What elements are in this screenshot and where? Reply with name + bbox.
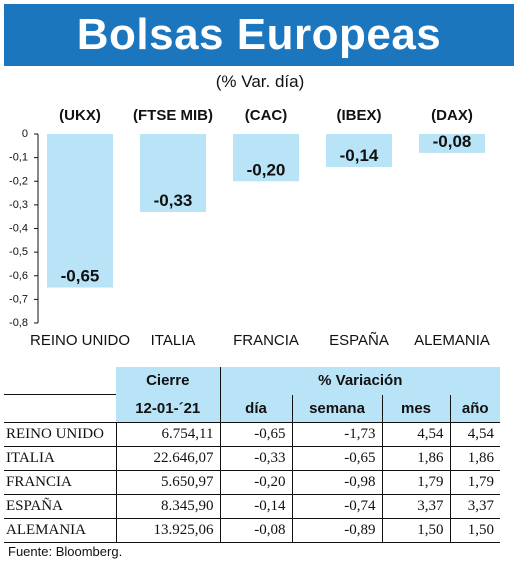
chart-subtitle: (% Var. día) — [215, 72, 305, 91]
source-note: Fuente: Bloomberg. — [8, 544, 123, 559]
bar-chart: 0 -0,1 -0,2 -0,3 -0,4 -0,5 -0,6 -0,7 -0,8 (UKX) (F… — [9, 107, 490, 349]
table-sub-header-row: 12-01-´21 día semana mes año — [4, 394, 501, 423]
header-dia: día — [219, 394, 292, 423]
row-anio: 1,86 — [449, 446, 501, 471]
row-anio: 1,79 — [449, 470, 501, 495]
index-label: (FTSE MIB) — [133, 107, 213, 124]
table-group-header-row: Cierre % Variación — [4, 367, 501, 395]
index-label: (UKX) — [59, 107, 101, 124]
y-tick-label: -0,7 — [9, 293, 28, 305]
row-anio: 3,37 — [449, 494, 501, 519]
header-blank-2 — [4, 394, 116, 423]
table-row: ITALIA 22.646,07 -0,33 -0,65 1,86 1,86 — [4, 446, 501, 471]
y-tick-label: -0,5 — [9, 246, 28, 258]
y-tick-label: -0,4 — [9, 223, 28, 235]
row-anio: 4,54 — [449, 422, 501, 447]
row-dia: -0,65 — [219, 422, 292, 447]
row-mes: 3,37 — [381, 494, 450, 519]
y-tick-label: -0,1 — [9, 152, 28, 164]
header-cierre: Cierre — [116, 367, 220, 395]
chart-title: Bolsas Europeas — [76, 10, 442, 59]
table-row: ESPAÑA 8.345,90 -0,14 -0,74 3,37 3,37 — [4, 494, 501, 519]
row-mes: 1,50 — [381, 518, 450, 543]
header-variacion: % Variación — [219, 367, 501, 395]
title-banner: Bolsas Europeas — [4, 4, 514, 66]
index-label: (DAX) — [431, 107, 473, 124]
row-name: FRANCIA — [4, 470, 116, 495]
bar — [326, 134, 392, 168]
row-mes: 4,54 — [381, 422, 450, 447]
header-semana: semana — [291, 394, 382, 423]
row-semana: -0,98 — [291, 470, 382, 495]
row-cierre: 5.650,97 — [115, 470, 220, 495]
row-name: ITALIA — [4, 446, 116, 471]
row-dia: -0,14 — [219, 494, 292, 519]
category-label: FRANCIA — [233, 332, 299, 349]
data-label: -0,65 — [61, 267, 100, 286]
row-cierre: 8.345,90 — [115, 494, 220, 519]
data-table: Cierre % Variación 12-01-´21 día semana … — [4, 367, 501, 543]
row-cierre: 22.646,07 — [115, 446, 220, 471]
data-label: -0,14 — [340, 146, 379, 165]
header-date: 12-01-´21 — [116, 394, 220, 423]
index-label: (IBEX) — [337, 107, 382, 124]
row-name: ALEMANIA — [4, 518, 116, 543]
market-table: Cierre % Variación 12-01-´21 día semana … — [4, 367, 501, 543]
category-label: ITALIA — [151, 332, 196, 349]
row-mes: 1,79 — [381, 470, 450, 495]
y-tick-label: 0 — [22, 128, 28, 140]
row-dia: -0,33 — [219, 446, 292, 471]
bar — [47, 134, 113, 288]
data-label: -0,33 — [154, 191, 193, 210]
row-name: REINO UNIDO — [4, 422, 116, 447]
header-blank — [4, 367, 116, 395]
bar — [419, 134, 485, 153]
table-row: REINO UNIDO 6.754,11 -0,65 -1,73 4,54 4,… — [4, 422, 501, 447]
header-anio: año — [449, 394, 501, 423]
bar — [233, 134, 299, 182]
header-mes: mes — [381, 394, 450, 423]
y-tick-label: -0,3 — [9, 199, 28, 211]
row-cierre: 13.925,06 — [115, 518, 220, 543]
bar — [140, 134, 206, 212]
category-label: ESPAÑA — [329, 332, 389, 349]
data-label: -0,08 — [433, 132, 472, 151]
row-dia: -0,08 — [219, 518, 292, 543]
table-row: FRANCIA 5.650,97 -0,20 -0,98 1,79 1,79 — [4, 470, 501, 495]
row-semana: -0,74 — [291, 494, 382, 519]
y-tick-label: -0,2 — [9, 175, 28, 187]
y-tick-label: -0,6 — [9, 270, 28, 282]
row-semana: -1,73 — [291, 422, 382, 447]
row-semana: -0,89 — [291, 518, 382, 543]
row-dia: -0,20 — [219, 470, 292, 495]
y-tick-label: -0,8 — [9, 317, 28, 329]
row-mes: 1,86 — [381, 446, 450, 471]
row-cierre: 6.754,11 — [115, 422, 220, 447]
category-label: REINO UNIDO — [30, 332, 130, 349]
data-label: -0,20 — [247, 160, 286, 179]
index-label: (CAC) — [245, 107, 288, 124]
row-name: ESPAÑA — [4, 494, 116, 519]
row-semana: -0,65 — [291, 446, 382, 471]
row-anio: 1,50 — [449, 518, 501, 543]
category-label: ALEMANIA — [414, 332, 490, 349]
table-row: ALEMANIA 13.925,06 -0,08 -0,89 1,50 1,50 — [4, 518, 501, 543]
